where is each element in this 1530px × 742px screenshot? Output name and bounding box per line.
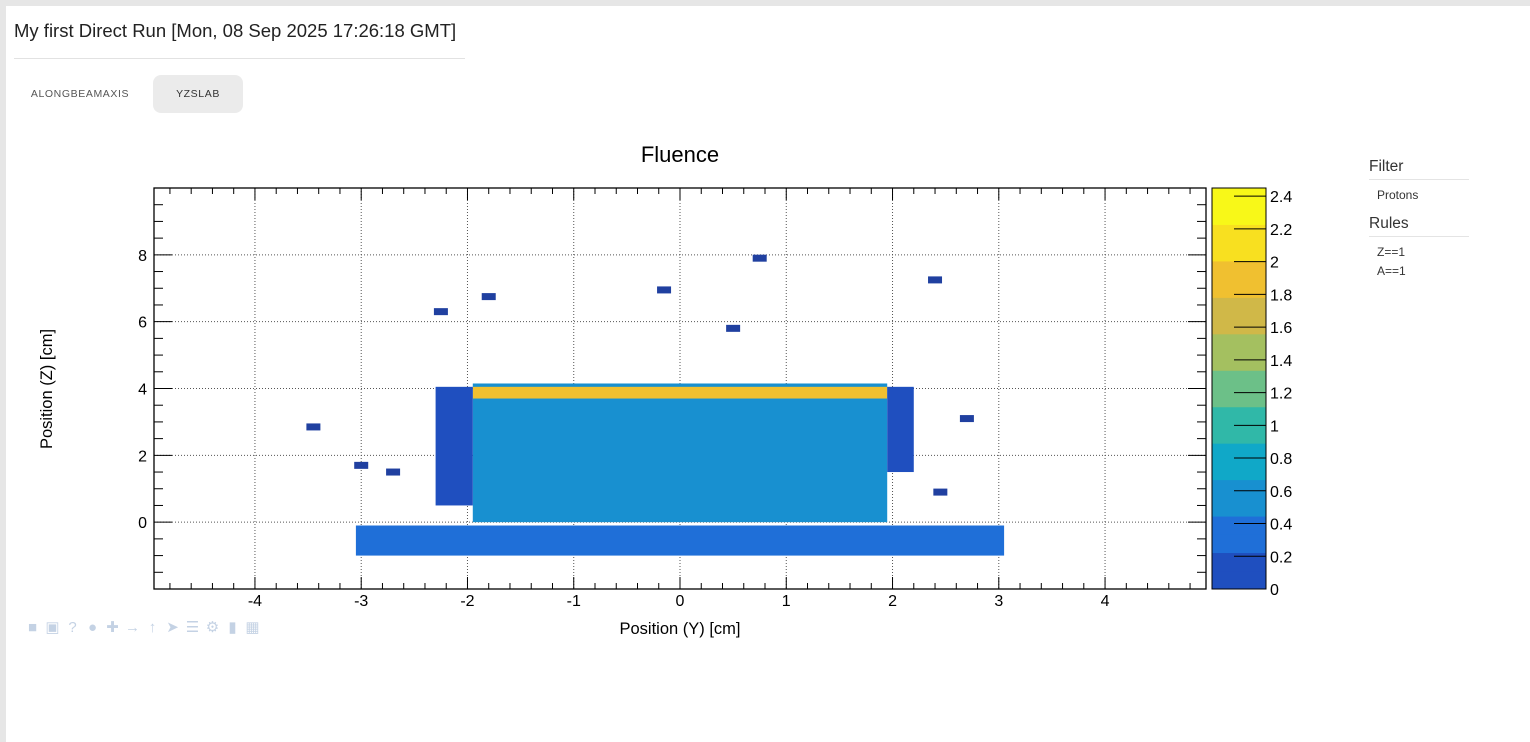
chart-title: Fluence <box>641 142 719 167</box>
heatmap-cell-5 <box>726 324 741 332</box>
x-tick-label-8: 4 <box>1101 593 1110 610</box>
x-tick-label-0: -4 <box>248 593 262 610</box>
colorbar-step-15 <box>1212 297 1266 317</box>
colorbar-label-2: 0.4 <box>1270 517 1292 534</box>
heatmap-region-3 <box>435 386 473 506</box>
colorbar-label-4: 0.8 <box>1270 451 1292 468</box>
x-axis-label: Position (Y) [cm] <box>619 620 740 638</box>
arrow-up-icon[interactable]: ↑ <box>148 618 157 636</box>
colorbar-label-8: 1.6 <box>1270 320 1292 337</box>
gear-icon[interactable]: ⚙ <box>205 618 220 636</box>
plot-toolbar: ■ ▣? ● ✚ → ↑ ➤ ☰ ⚙ ▮ ▦ <box>24 617 261 637</box>
heatmap-cell-0 <box>752 254 767 262</box>
send-icon[interactable]: ➤ <box>166 618 179 636</box>
side-panel: Filter Protons Rules Z==1 A==1 <box>1369 158 1469 281</box>
colorbar-step-19 <box>1212 224 1266 244</box>
colorbar-step-12 <box>1212 352 1266 371</box>
fluence-chart[interactable]: Fluence -4 -3 -2 -1 0 1 2 3 4 0 2 4 6 8 0 0.2 0.4 0.6 0.8… <box>0 0 1300 660</box>
colorbar-step-10 <box>1212 388 1266 408</box>
colorbar-step-8 <box>1212 424 1266 444</box>
colorbar-step-3 <box>1212 516 1266 535</box>
colorbar-label-9: 1.8 <box>1270 287 1292 304</box>
y-tick-label-0: 0 <box>138 515 147 532</box>
colorbar-label-10: 2 <box>1270 255 1279 272</box>
tab-alongbeamaxis[interactable]: ALONGBEAMAXIS <box>30 88 130 100</box>
heatmap-cell-2 <box>433 308 448 316</box>
heatmap-cell-3 <box>481 293 496 301</box>
colorbar-step-21 <box>1212 188 1266 207</box>
colorbar-label-11: 2.2 <box>1270 222 1292 239</box>
colorbar-step-9 <box>1212 406 1266 426</box>
colorbar-step-17 <box>1212 260 1266 280</box>
colorbar-step-1 <box>1212 552 1266 572</box>
camera-icon[interactable]: ▣ <box>45 618 60 636</box>
heatmap-cell-6 <box>306 423 321 431</box>
y-axis-label: Position (Z) [cm] <box>38 329 56 449</box>
page-title: My first Direct Run [Mon, 08 Sep 2025 17… <box>14 20 457 41</box>
colorbar-step-2 <box>1212 534 1266 554</box>
move-icon[interactable]: ✚ <box>106 618 119 636</box>
filter-heading: Filter <box>1369 158 1469 180</box>
colorbar-step-18 <box>1212 242 1266 262</box>
y-tick-label-3: 6 <box>138 315 147 332</box>
x-tick-label-1: -3 <box>354 593 368 610</box>
battery-icon[interactable]: ▮ <box>228 618 237 636</box>
square-icon[interactable]: ■ <box>27 618 38 636</box>
heatmap-cell-7 <box>354 461 369 469</box>
title-divider <box>14 58 465 59</box>
heatmap-region-1 <box>472 386 888 399</box>
colorbar-label-5: 1 <box>1270 418 1279 435</box>
tab-yzslab[interactable]: YZSLAB <box>153 75 243 113</box>
y-tick-label-1: 2 <box>138 448 147 465</box>
heatmap-region-2 <box>355 525 1005 556</box>
colorbar-label-12: 2.4 <box>1270 189 1292 206</box>
colorbar-step-14 <box>1212 315 1266 335</box>
y-tick-label-2: 4 <box>138 382 147 399</box>
colorbar-step-7 <box>1212 443 1266 462</box>
heatmap-region-4 <box>887 386 914 473</box>
heatmap-cell-4 <box>657 286 672 294</box>
colorbar-label-7: 1.4 <box>1270 353 1292 370</box>
colorbar-label-1: 0.2 <box>1270 549 1292 566</box>
colorbar-step-4 <box>1212 497 1266 517</box>
list-icon[interactable]: ☰ <box>185 618 200 636</box>
x-tick-label-7: 3 <box>994 593 1003 610</box>
filter-item-protons[interactable]: Protons <box>1377 188 1419 202</box>
rule-item-z[interactable]: Z==1 <box>1377 245 1406 259</box>
x-tick-label-3: -1 <box>567 593 581 610</box>
plot-area: -4 -3 -2 -1 0 1 2 3 4 0 2 4 6 8 <box>138 187 1207 610</box>
colorbar-label-0: 0 <box>1270 582 1279 599</box>
help-icon[interactable]: ? <box>68 618 77 636</box>
colorbar: 0 0.2 0.4 0.6 0.8 1 1.2 1.4 1.6 1.8 2 2.2 2.4 <box>1211 187 1292 599</box>
heatmap-cell-8 <box>386 468 401 476</box>
colorbar-step-11 <box>1212 370 1266 389</box>
heatmap-region-0 <box>472 383 888 523</box>
colorbar-step-13 <box>1212 333 1266 353</box>
x-tick-label-2: -2 <box>460 593 474 610</box>
heatmap-cell-10 <box>933 488 948 496</box>
heatmap-cell-1 <box>928 276 943 284</box>
rule-item-a[interactable]: A==1 <box>1377 264 1406 278</box>
colorbar-step-0 <box>1212 570 1266 590</box>
colorbar-step-5 <box>1212 479 1266 499</box>
x-tick-label-5: 1 <box>782 593 791 610</box>
grid-icon[interactable]: ▦ <box>245 618 260 636</box>
colorbar-label-3: 0.6 <box>1270 484 1292 501</box>
heatmap-cell-9 <box>959 415 974 423</box>
arrow-right-icon[interactable]: → <box>125 618 140 636</box>
rules-heading: Rules <box>1369 215 1469 237</box>
colorbar-step-6 <box>1212 461 1266 481</box>
x-tick-label-4: 0 <box>676 593 685 610</box>
colorbar-step-20 <box>1212 206 1266 225</box>
x-tick-label-6: 2 <box>888 593 897 610</box>
y-tick-label-4: 8 <box>138 248 147 265</box>
dot-icon[interactable]: ● <box>87 618 98 636</box>
colorbar-label-6: 1.2 <box>1270 386 1292 403</box>
colorbar-step-16 <box>1212 279 1266 298</box>
